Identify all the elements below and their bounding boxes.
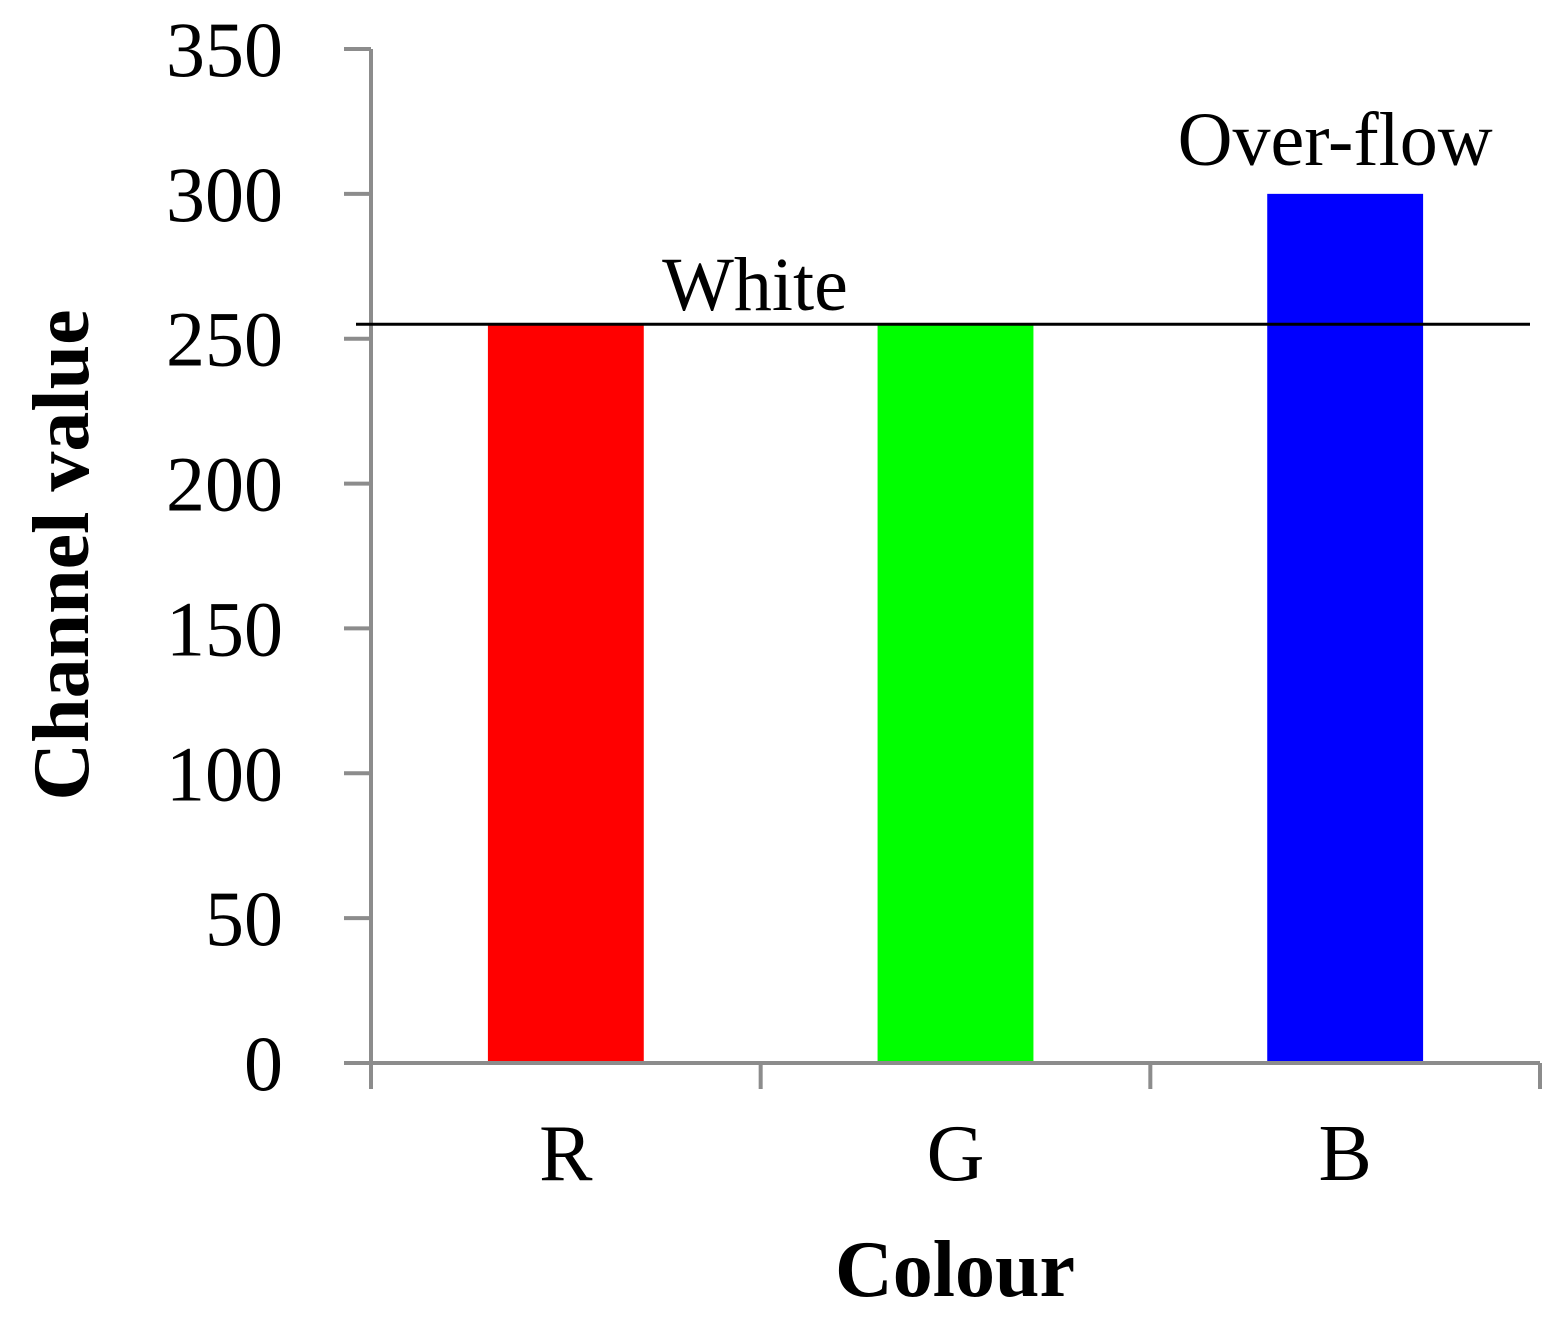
x-tick-label-r: R <box>539 1110 593 1198</box>
labels-layer: 0 50 100 150 200 250 300 350 R G B White Over-flow <box>166 6 1493 1198</box>
y-tick-label-50: 50 <box>205 875 283 962</box>
overflow-annotation: Over-flow <box>1178 98 1493 182</box>
bar-r <box>487 324 644 1063</box>
bar-g <box>877 324 1034 1063</box>
y-tick-label-300: 300 <box>166 151 283 238</box>
axes-layer <box>344 47 1542 1089</box>
bars-layer <box>487 193 1424 1063</box>
y-tick-label-150: 150 <box>166 585 283 672</box>
bar-b <box>1267 193 1424 1063</box>
y-axis-title: Channel value <box>18 309 106 800</box>
x-tick-label-b: B <box>1318 1110 1371 1198</box>
x-tick-label-g: G <box>927 1110 985 1198</box>
x-axis-title: Colour <box>835 1226 1075 1314</box>
y-tick-label-350: 350 <box>166 6 283 93</box>
white-reference-label: White <box>662 243 848 327</box>
y-tick-label-250: 250 <box>166 296 283 383</box>
y-tick-label-100: 100 <box>166 730 283 817</box>
y-tick-label-0: 0 <box>244 1020 283 1107</box>
y-tick-label-200: 200 <box>166 441 283 528</box>
